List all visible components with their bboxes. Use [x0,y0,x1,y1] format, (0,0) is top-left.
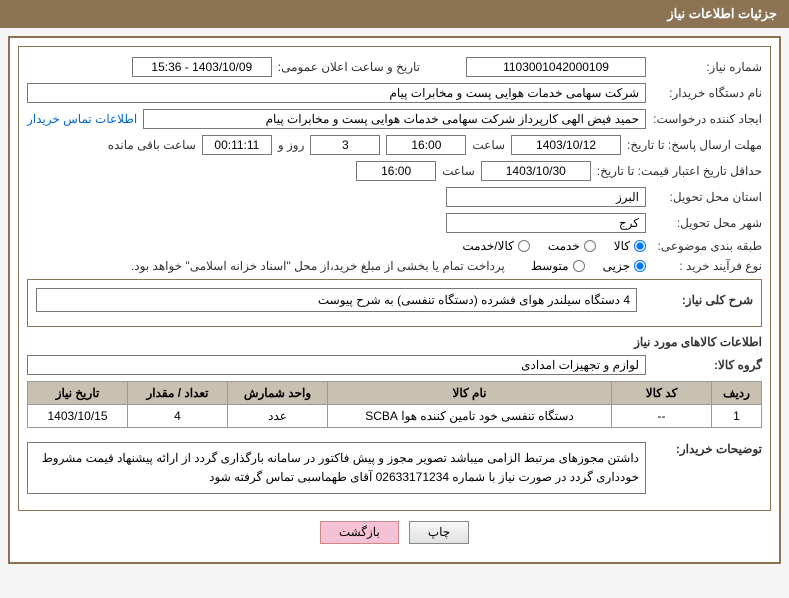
category-khadmat-option[interactable]: خدمت [548,239,596,253]
category-kala-option[interactable]: کالا [614,239,646,253]
process-label: نوع فرآیند خرید : [652,259,762,273]
hms-remaining-field: 00:11:11 [202,135,272,155]
cell-row: 1 [712,405,762,428]
page-title: جزئیات اطلاعات نیاز [667,6,777,21]
process-radio-group: جزیی متوسط [531,259,646,273]
print-button[interactable]: چاپ [409,521,469,544]
buyer-contact-link[interactable]: اطلاعات تماس خریدار [27,112,137,126]
buyer-org-field: شرکت سهامی خدمات هوایی پست و مخابرات پیا… [27,83,646,103]
category-label: طبقه بندی موضوعی: [652,239,762,253]
cell-name: دستگاه تنفسی خود تامین کننده هوا SCBA [328,405,612,428]
th-unit: واحد شمارش [228,382,328,405]
buyer-org-label: نام دستگاه خریدار: [652,86,762,100]
page-header: جزئیات اطلاعات نیاز [0,0,789,28]
deadline-time-label: ساعت [472,138,505,152]
process-motavaset-label: متوسط [531,259,569,273]
deadline-label: مهلت ارسال پاسخ: تا تاریخ: [627,138,762,152]
remaining-label: ساعت باقی مانده [108,138,196,152]
days-remaining-field: 3 [310,135,380,155]
min-validity-time-label: ساعت [442,164,475,178]
need-desc-section: شرح کلی نیاز: 4 دستگاه سیلندر هوای فشرده… [27,279,762,327]
province-field: البرز [446,187,646,207]
th-qty: تعداد / مقدار [128,382,228,405]
back-button[interactable]: بازگشت [320,521,399,544]
min-validity-time-field: 16:00 [356,161,436,181]
th-need-date: تاریخ نیاز [28,382,128,405]
goods-table: ردیف کد کالا نام کالا واحد شمارش تعداد /… [27,381,762,428]
deadline-date-field: 1403/10/12 [511,135,621,155]
cell-qty: 4 [128,405,228,428]
goods-info-title: اطلاعات کالاهای مورد نیاز [27,335,762,349]
cell-unit: عدد [228,405,328,428]
requester-label: ایجاد کننده درخواست: [652,112,762,126]
process-motavaset-radio[interactable] [573,260,585,272]
details-panel: شماره نیاز: 1103001042000109 تاریخ و ساع… [18,46,771,511]
province-label: استان محل تحویل: [652,190,762,204]
th-name: نام کالا [328,382,612,405]
announce-datetime-field: 1403/10/09 - 15:36 [132,57,272,77]
payment-note: پرداخت تمام یا بخشی از مبلغ خرید،از محل … [131,259,505,273]
category-khadmat-label: خدمت [548,239,580,253]
category-khadmat-radio[interactable] [584,240,596,252]
need-desc-field: 4 دستگاه سیلندر هوای فشرده (دستگاه تنفسی… [36,288,637,312]
category-both-radio[interactable] [518,240,530,252]
city-field: کرج [446,213,646,233]
need-number-label: شماره نیاز: [652,60,762,74]
category-kala-radio[interactable] [634,240,646,252]
button-row: چاپ بازگشت [18,521,771,544]
goods-group-label: گروه کالا: [652,358,762,372]
cell-code: -- [612,405,712,428]
cell-need-date: 1403/10/15 [28,405,128,428]
table-row: 1 -- دستگاه تنفسی خود تامین کننده هوا SC… [28,405,762,428]
city-label: شهر محل تحویل: [652,216,762,230]
category-radio-group: کالا خدمت کالا/خدمت [462,239,646,253]
announce-datetime-label: تاریخ و ساعت اعلان عمومی: [278,60,420,74]
deadline-time-field: 16:00 [386,135,466,155]
buyer-notes-box: داشتن مجوزهای مرتبط الزامی میباشد تصویر … [27,442,646,494]
goods-table-header-row: ردیف کد کالا نام کالا واحد شمارش تعداد /… [28,382,762,405]
process-motavaset-option[interactable]: متوسط [531,259,585,273]
category-both-option[interactable]: کالا/خدمت [462,239,529,253]
process-jozi-label: جزیی [603,259,630,273]
need-desc-label: شرح کلی نیاز: [643,293,753,307]
main-container: شماره نیاز: 1103001042000109 تاریخ و ساع… [8,36,781,564]
category-kala-label: کالا [614,239,630,253]
th-row: ردیف [712,382,762,405]
min-validity-label: حداقل تاریخ اعتبار قیمت: تا تاریخ: [597,164,762,178]
process-jozi-option[interactable]: جزیی [603,259,646,273]
process-jozi-radio[interactable] [634,260,646,272]
requester-field: حمید فیض الهی کارپرداز شرکت سهامی خدمات … [143,109,646,129]
th-code: کد کالا [612,382,712,405]
goods-group-field: لوازم و تجهیزات امدادی [27,355,646,375]
buyer-notes-label: توضیحات خریدار: [652,436,762,456]
min-validity-date-field: 1403/10/30 [481,161,591,181]
category-both-label: کالا/خدمت [462,239,513,253]
need-number-field: 1103001042000109 [466,57,646,77]
days-and-label: روز و [278,138,305,152]
